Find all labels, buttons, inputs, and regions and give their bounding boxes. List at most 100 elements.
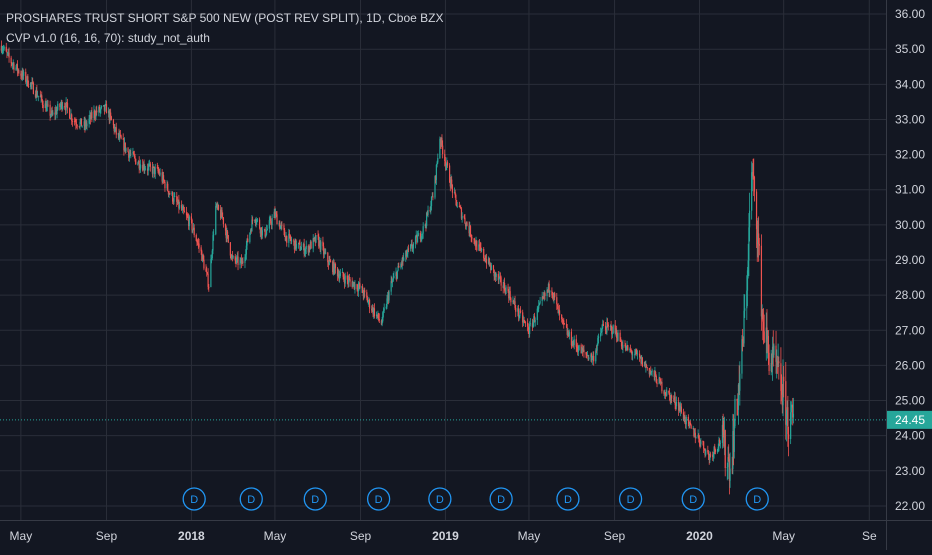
candle-body bbox=[327, 262, 330, 265]
candle-body bbox=[65, 102, 67, 111]
candle-body bbox=[264, 229, 266, 237]
candle-body bbox=[499, 276, 502, 278]
candle-body bbox=[427, 209, 429, 215]
candle-body bbox=[114, 127, 117, 129]
candle-body bbox=[64, 107, 67, 111]
candle-body bbox=[349, 279, 351, 282]
candle-body bbox=[51, 110, 53, 115]
candle-body bbox=[495, 274, 497, 277]
candle-body bbox=[512, 300, 514, 303]
candle-body bbox=[157, 167, 159, 172]
candle-body bbox=[708, 454, 710, 460]
candle-body bbox=[487, 258, 490, 264]
candle-body bbox=[665, 394, 667, 396]
candle-body bbox=[502, 285, 504, 288]
candle-body bbox=[15, 67, 17, 70]
candle-body bbox=[500, 277, 502, 286]
candle-body bbox=[177, 199, 179, 204]
candle-body bbox=[680, 406, 682, 413]
candle-body bbox=[351, 281, 353, 287]
candle-body bbox=[729, 468, 731, 481]
candle-body bbox=[460, 207, 462, 209]
candle-body bbox=[71, 121, 73, 122]
candle-body bbox=[26, 76, 28, 82]
candle-body bbox=[288, 233, 290, 243]
candle-body bbox=[188, 218, 190, 227]
candle-body bbox=[334, 263, 336, 274]
candle-body bbox=[597, 336, 600, 339]
candle-body bbox=[173, 196, 175, 202]
candle-body bbox=[644, 361, 646, 368]
candle-body bbox=[100, 106, 102, 110]
candle-body bbox=[669, 395, 671, 402]
candle-body bbox=[694, 432, 696, 439]
candle-body bbox=[605, 329, 607, 333]
candle-body bbox=[98, 106, 100, 113]
candle-body bbox=[392, 278, 394, 281]
candle-body bbox=[315, 235, 317, 243]
last-price-tag bbox=[887, 410, 932, 429]
candle-body bbox=[499, 276, 501, 278]
candle-body bbox=[758, 243, 760, 246]
candle-body bbox=[441, 137, 443, 146]
candle-body bbox=[47, 104, 49, 106]
candle-body bbox=[659, 377, 661, 379]
candle-body bbox=[254, 219, 257, 223]
candle-body bbox=[557, 305, 559, 314]
candle-body bbox=[483, 258, 486, 260]
candle-body bbox=[183, 207, 185, 211]
candle-body bbox=[661, 381, 663, 392]
candle-body bbox=[79, 121, 81, 127]
candle-body bbox=[747, 260, 749, 271]
candle-body bbox=[571, 345, 573, 347]
candle-body bbox=[542, 296, 544, 298]
candle-body bbox=[666, 390, 668, 396]
candle-body bbox=[217, 205, 219, 208]
candle-body bbox=[692, 428, 694, 429]
candle-body bbox=[285, 235, 287, 241]
candle-body bbox=[792, 413, 795, 418]
candle-body bbox=[336, 268, 339, 277]
candle-body bbox=[159, 172, 161, 175]
candle-body bbox=[675, 401, 678, 407]
candle-body bbox=[655, 371, 657, 377]
candle-body bbox=[396, 270, 399, 279]
candle-body bbox=[480, 247, 482, 251]
candle-body bbox=[260, 227, 262, 234]
candle-body bbox=[653, 370, 655, 377]
candle-body bbox=[382, 310, 385, 313]
candle-body bbox=[192, 229, 194, 231]
candle-body bbox=[368, 299, 371, 309]
candle-body bbox=[289, 234, 291, 240]
candle-body bbox=[626, 345, 628, 347]
candle-body bbox=[478, 244, 481, 246]
candle-body bbox=[117, 133, 119, 135]
candle-body bbox=[108, 110, 110, 121]
dividend-marker-label: D bbox=[689, 494, 697, 506]
candle-body bbox=[439, 138, 442, 144]
candle-body bbox=[275, 213, 277, 215]
candle-body bbox=[710, 454, 712, 456]
candle-body bbox=[786, 407, 788, 411]
candle-body bbox=[520, 310, 522, 313]
candle-body bbox=[563, 320, 565, 324]
candle-body bbox=[256, 219, 259, 221]
candle-body bbox=[476, 241, 478, 251]
candle-body bbox=[610, 326, 612, 327]
candle-body bbox=[81, 125, 83, 127]
candle-body bbox=[1, 50, 3, 52]
candle-body bbox=[753, 176, 756, 192]
candle-body bbox=[596, 344, 598, 351]
candle-body bbox=[182, 207, 184, 209]
candle-body bbox=[551, 290, 553, 296]
candle-body bbox=[552, 295, 554, 297]
candle-body bbox=[658, 377, 660, 385]
candle-body bbox=[673, 398, 675, 400]
candle-body bbox=[539, 300, 541, 304]
candle-body bbox=[215, 205, 217, 235]
candle-body bbox=[504, 290, 506, 294]
candle-body bbox=[581, 348, 583, 354]
candle-body bbox=[197, 242, 199, 244]
